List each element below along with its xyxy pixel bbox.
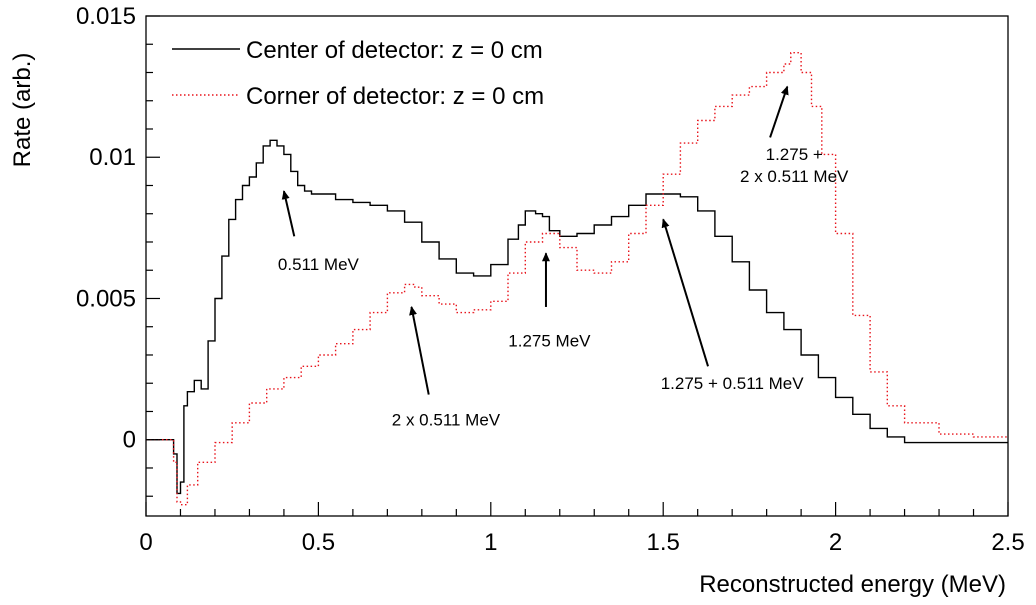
y-tick-label: 0.01 — [89, 144, 136, 171]
y-tick-label: 0.015 — [76, 3, 136, 30]
annotation-label: 1.275 MeV — [508, 332, 591, 351]
legend: Center of detector: z = 0 cm Corner of d… — [172, 37, 544, 110]
y-axis-title: Rate (arb.) — [9, 53, 36, 168]
series-line-corner — [146, 52, 1008, 506]
annotation-label: 1.275 + — [766, 145, 823, 164]
y-tick-label: 0 — [123, 427, 136, 454]
series-line-center — [146, 139, 1008, 495]
annotation-arrow — [661, 218, 709, 367]
annotation-label: 2 x 0.511 MeV — [740, 167, 849, 186]
x-tick-label: 1 — [484, 529, 497, 556]
x-tick-label: 0.5 — [302, 529, 335, 556]
x-tick-label: 1.5 — [647, 529, 680, 556]
x-tick-label: 2 — [829, 529, 842, 556]
plot-frame — [145, 15, 1009, 517]
annotation-label: 0.511 MeV — [278, 255, 360, 274]
annotation-label: 1.275 + 0.511 MeV — [661, 374, 805, 393]
legend-label-corner: Corner of detector: z = 0 cm — [246, 83, 544, 110]
annotation-arrow — [409, 305, 430, 395]
annotation-arrow — [769, 85, 789, 138]
annotation-label: 2 x 0.511 MeV — [392, 411, 501, 430]
annotation-arrow — [281, 190, 296, 237]
y-tick-label: 0.005 — [76, 285, 136, 312]
x-axis-title: Reconstructed energy (MeV) — [699, 571, 1006, 598]
legend-label-center: Center of detector: z = 0 cm — [246, 37, 543, 64]
x-tick-label: 2.5 — [991, 529, 1024, 556]
x-tick-label: 0 — [139, 529, 152, 556]
